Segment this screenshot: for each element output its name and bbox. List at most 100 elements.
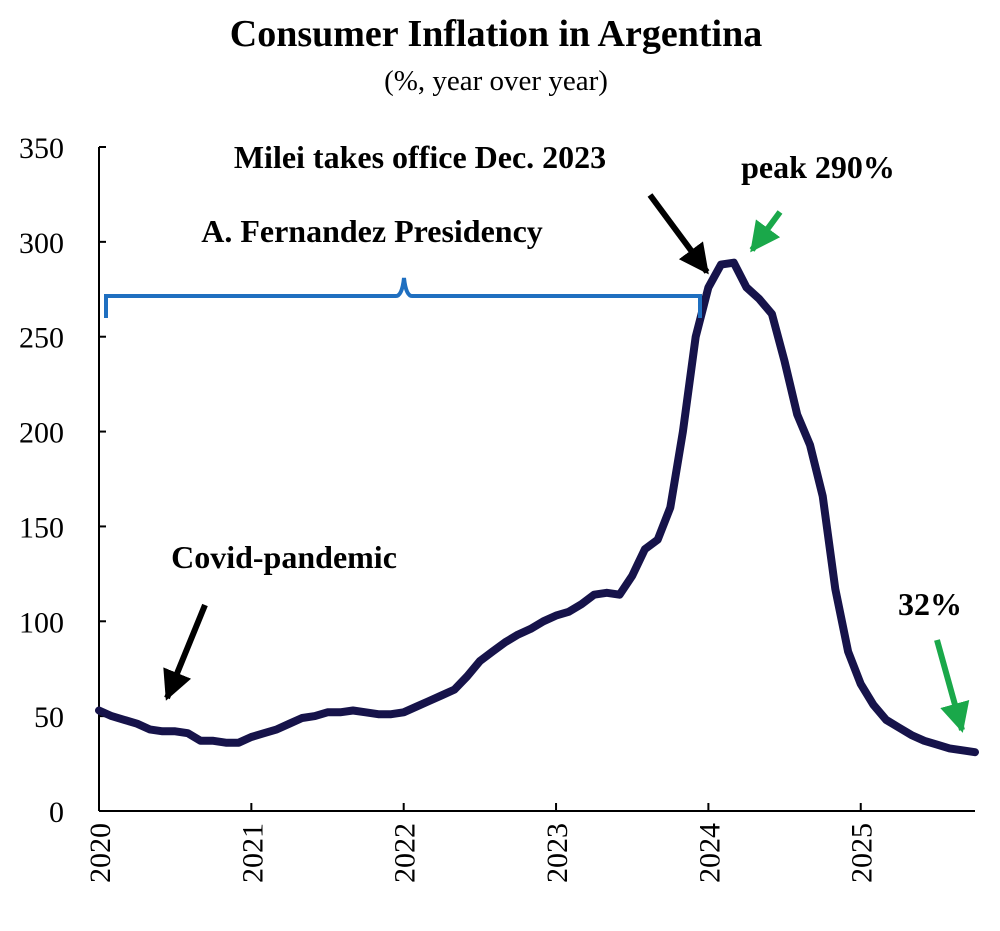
data-point: [299, 715, 306, 721]
data-point: [362, 709, 369, 716]
data-point: [400, 709, 407, 716]
data-point: [933, 741, 940, 748]
data-point: [210, 737, 217, 744]
data-point: [464, 673, 471, 680]
data-point: [578, 601, 585, 608]
data-point: [768, 310, 775, 317]
data-point: [654, 536, 661, 543]
covid-label: Covid-pandemic: [171, 539, 397, 575]
data-point: [222, 739, 229, 746]
data-point: [629, 572, 636, 579]
chart-title: Consumer Inflation in Argentina: [230, 13, 762, 55]
data-point: [197, 737, 204, 744]
chart-subtitle: (%, year over year): [384, 65, 608, 97]
x-tick-label: 2021: [236, 823, 269, 883]
x-tick-label: 2022: [389, 823, 422, 883]
data-point: [946, 745, 953, 752]
data-point: [616, 591, 623, 598]
presidency-label: A. Fernandez Presidency: [201, 213, 543, 249]
data-point: [476, 658, 483, 665]
data-point: [832, 586, 839, 592]
y-tick-label: 300: [19, 227, 64, 260]
data-point: [388, 711, 395, 718]
data-point: [641, 546, 648, 553]
data-points: [96, 259, 978, 756]
data-point: [121, 716, 128, 723]
covid-arrow: [163, 603, 208, 701]
data-point: [667, 504, 674, 511]
data-point: [172, 728, 179, 735]
data-point: [972, 749, 978, 756]
data-point: [527, 625, 534, 632]
data-point: [515, 631, 521, 638]
data-point: [756, 295, 763, 302]
data-point: [159, 728, 166, 735]
data-point: [743, 284, 750, 291]
data-point: [134, 720, 141, 727]
data-point: [502, 639, 509, 646]
data-point: [679, 428, 686, 435]
data-point: [324, 709, 331, 716]
data-point: [565, 608, 572, 615]
data-point: [870, 701, 877, 708]
data-point: [426, 698, 433, 704]
data-point: [819, 493, 826, 500]
data-point: [350, 707, 356, 714]
data-point: [96, 707, 102, 714]
data-point: [794, 411, 801, 418]
data-point: [781, 358, 788, 365]
data-point: [273, 726, 280, 733]
data-point: [413, 703, 420, 710]
x-tick-label: 2023: [541, 823, 574, 883]
data-point: [591, 591, 598, 598]
y-tick-label: 350: [19, 132, 64, 165]
data-point: [235, 739, 242, 746]
peak-arrow: [749, 210, 783, 253]
inflation-line: [95, 258, 979, 757]
presidency-bracket: [104, 277, 702, 318]
data-point: [286, 720, 293, 727]
data-point: [603, 589, 610, 596]
data-point: [959, 747, 966, 754]
data-point: [375, 711, 382, 718]
data-point: [730, 259, 737, 266]
x-tick-label: 2025: [846, 823, 879, 883]
y-tick-label: 250: [19, 322, 64, 355]
data-point: [895, 724, 902, 731]
data-point: [705, 284, 712, 291]
data-point: [540, 618, 547, 625]
milei-arrow: [647, 193, 710, 275]
data-point: [718, 261, 724, 268]
latest-arrow: [934, 639, 970, 733]
data-point: [908, 732, 915, 739]
axis-ticks: 0 50 100 150 200 250 300 350 2020 2021 2022 2023 202…: [19, 132, 879, 883]
x-tick-label: 2024: [693, 823, 726, 883]
latest-value-label: 32%: [898, 586, 962, 622]
data-point: [438, 692, 445, 699]
data-point: [451, 686, 458, 693]
milei-label: Milei takes office Dec. 2023: [234, 139, 606, 175]
y-tick-label: 50: [34, 701, 64, 734]
data-point: [883, 716, 890, 723]
data-point: [921, 737, 928, 744]
peak-label: peak 290%: [741, 149, 895, 185]
y-tick-label: 150: [19, 511, 64, 544]
data-point: [108, 713, 115, 720]
y-tick-label: 200: [19, 417, 64, 450]
data-point: [146, 726, 153, 733]
data-point: [857, 680, 864, 687]
data-point: [553, 612, 559, 619]
data-point: [337, 709, 344, 716]
data-point: [311, 713, 318, 720]
data-point: [184, 730, 191, 737]
data-point: [845, 648, 852, 655]
data-point: [261, 730, 267, 737]
x-tick-label: 2020: [84, 823, 117, 883]
data-point: [489, 648, 496, 655]
data-point: [692, 333, 699, 340]
data-point: [248, 734, 255, 740]
y-tick-label: 0: [49, 796, 64, 829]
y-tick-label: 100: [19, 606, 64, 639]
data-point: [807, 441, 813, 448]
